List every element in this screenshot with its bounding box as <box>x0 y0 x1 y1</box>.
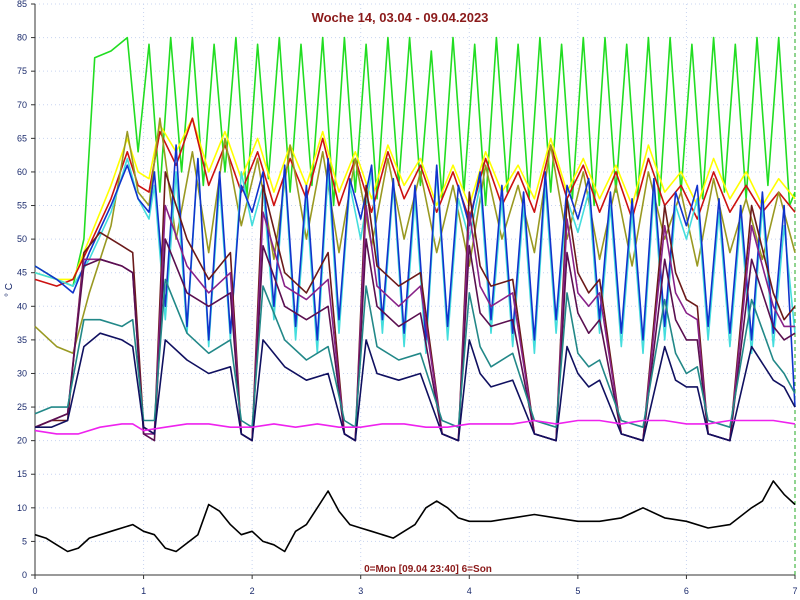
y-axis-label: ° C <box>4 283 15 297</box>
x-tick-label: 3 <box>358 586 363 596</box>
series-group <box>34 36 796 553</box>
series-line-12 <box>34 419 796 435</box>
y-tick-label: 35 <box>17 335 27 345</box>
y-tick-label: 65 <box>17 133 27 143</box>
x-tick-label: 4 <box>467 586 472 596</box>
y-tick-label: 0 <box>22 570 27 580</box>
y-tick-label: 50 <box>17 234 27 244</box>
series-line-4 <box>34 117 796 355</box>
chart-annotation: 0=Mon [09.04 23:40] 6=Son <box>364 564 492 575</box>
y-tick-label: 80 <box>17 33 27 43</box>
y-tick-label: 20 <box>17 436 27 446</box>
x-tick-label: 6 <box>684 586 689 596</box>
y-tick-label: 15 <box>17 469 27 479</box>
series-line-9 <box>34 238 796 442</box>
series-line-13 <box>34 480 796 553</box>
y-tick-label: 45 <box>17 268 27 278</box>
y-tick-label: 70 <box>17 100 27 110</box>
x-tick-label: 7 <box>792 586 797 596</box>
series-line-1 <box>34 36 796 287</box>
x-tick-label: 2 <box>250 586 255 596</box>
y-tick-label: 40 <box>17 301 27 311</box>
y-tick-label: 30 <box>17 368 27 378</box>
x-tick-label: 0 <box>32 586 37 596</box>
y-tick-label: 5 <box>22 536 27 546</box>
axes <box>31 3 796 579</box>
y-tick-label: 55 <box>17 201 27 211</box>
x-tick-label: 1 <box>141 586 146 596</box>
y-tick-label: 60 <box>17 167 27 177</box>
series-line-6 <box>34 144 796 408</box>
series-line-3 <box>34 117 796 287</box>
y-tick-label: 10 <box>17 503 27 513</box>
y-tick-label: 85 <box>17 0 27 9</box>
chart-title: Woche 14, 03.04 - 09.04.2023 <box>312 10 489 25</box>
series-line-10 <box>34 278 796 429</box>
y-tick-label: 25 <box>17 402 27 412</box>
series-line-11 <box>35 332 796 442</box>
x-tick-label: 5 <box>575 586 580 596</box>
y-tick-label: 75 <box>17 66 27 76</box>
